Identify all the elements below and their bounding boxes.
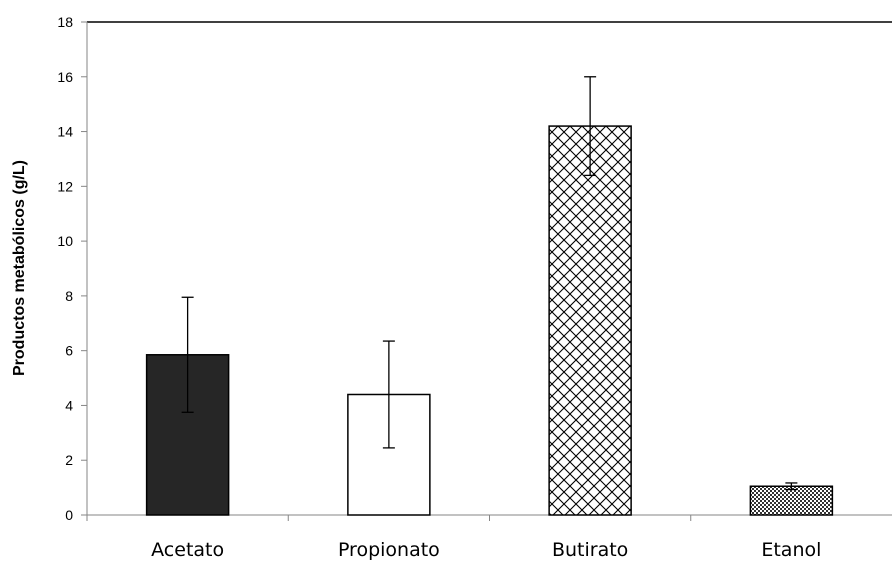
x-tick-label-etanol: Etanol: [761, 539, 821, 561]
y-tick-label: 2: [65, 452, 73, 468]
y-axis-title: Productos metabólicos (g/L): [11, 160, 28, 376]
bar-butirato: [548, 125, 632, 516]
y-tick-label: 0: [65, 507, 73, 523]
y-tick-label: 18: [57, 14, 73, 30]
y-tick-label: 12: [57, 178, 73, 194]
y-tick-label: 14: [57, 124, 73, 140]
x-tick-label-butirato: Butirato: [552, 539, 628, 561]
y-tick-label: 6: [65, 343, 73, 359]
y-tick-label: 16: [57, 69, 73, 85]
x-tick-label-acetato: Acetato: [151, 539, 224, 561]
x-tick-label-propionato: Propionato: [338, 539, 440, 561]
y-tick-label: 10: [57, 233, 73, 249]
y-tick-label: 4: [65, 397, 73, 413]
bar-etanol: [749, 485, 834, 516]
plot-area: 0 2 4 6 8 10 12 14 16 18 Acetato Propionato Butirato…: [57, 14, 892, 561]
y-tick-label: 8: [65, 288, 73, 304]
